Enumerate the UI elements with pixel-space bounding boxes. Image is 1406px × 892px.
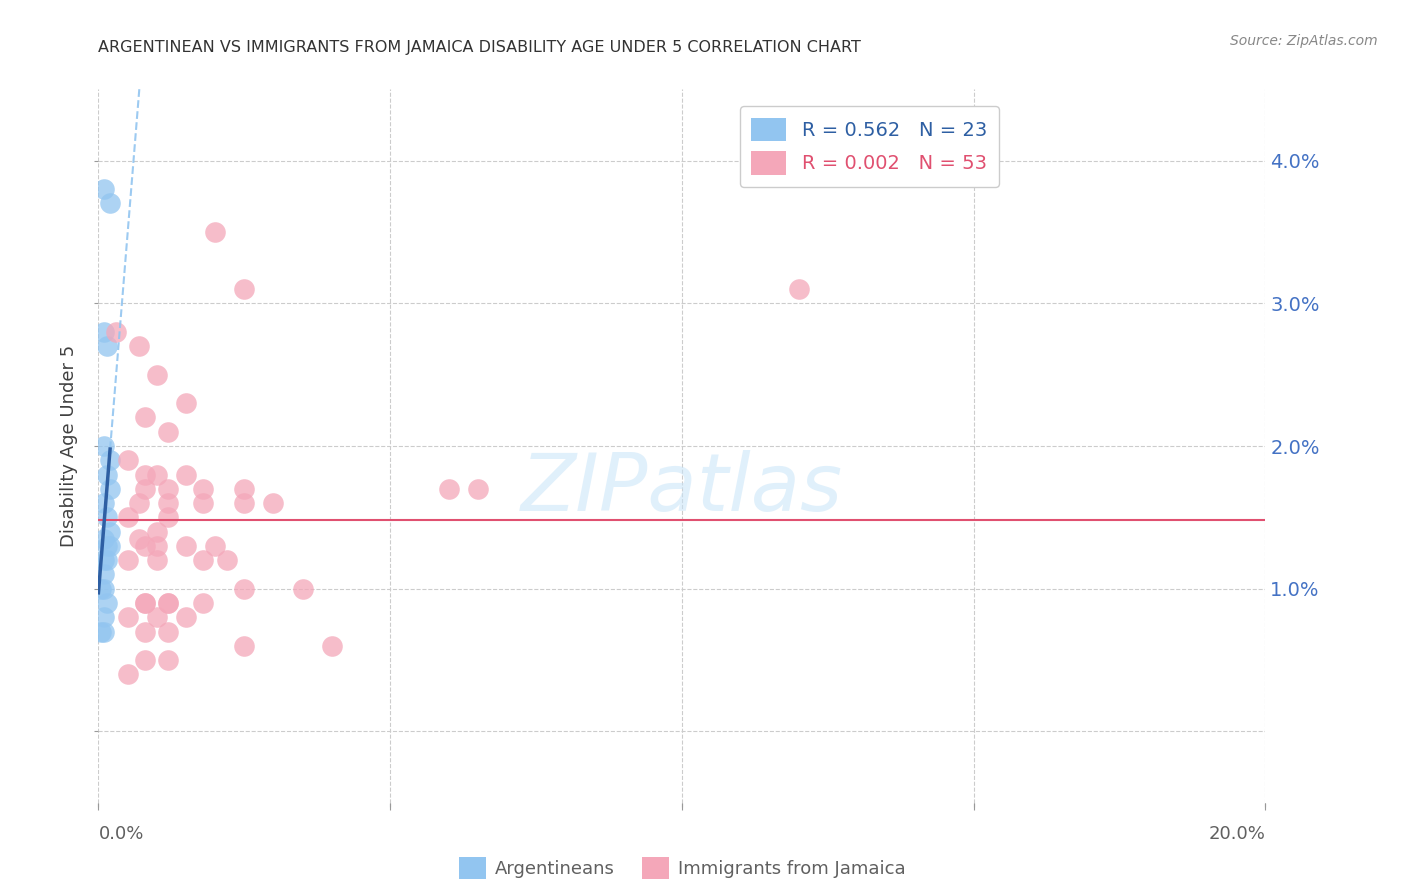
Point xyxy=(93,496,115,510)
Point xyxy=(104,325,127,339)
Point xyxy=(157,653,180,667)
Point xyxy=(117,510,139,524)
Text: 0.0%: 0.0% xyxy=(98,825,143,843)
Point xyxy=(233,496,256,510)
Point xyxy=(146,524,169,539)
Point xyxy=(134,482,156,496)
Point xyxy=(134,539,156,553)
Point xyxy=(128,339,150,353)
Point xyxy=(233,482,256,496)
Point xyxy=(96,510,118,524)
Point xyxy=(93,182,115,196)
Point xyxy=(174,539,197,553)
Point xyxy=(215,553,238,567)
Point xyxy=(233,639,256,653)
Text: Source: ZipAtlas.com: Source: ZipAtlas.com xyxy=(1230,34,1378,48)
Point xyxy=(193,596,215,610)
Point xyxy=(93,582,115,596)
Point xyxy=(291,582,314,596)
Point xyxy=(96,467,118,482)
Point xyxy=(93,624,115,639)
Point xyxy=(117,553,139,567)
Text: ARGENTINEAN VS IMMIGRANTS FROM JAMAICA DISABILITY AGE UNDER 5 CORRELATION CHART: ARGENTINEAN VS IMMIGRANTS FROM JAMAICA D… xyxy=(98,40,862,55)
Point xyxy=(128,496,150,510)
Point xyxy=(146,610,169,624)
Point xyxy=(146,467,169,482)
Point xyxy=(117,453,139,467)
Point xyxy=(117,610,139,624)
Point xyxy=(321,639,343,653)
Point xyxy=(134,596,156,610)
Point xyxy=(98,482,121,496)
Point xyxy=(134,653,156,667)
Point xyxy=(157,482,180,496)
Point xyxy=(93,567,115,582)
Point xyxy=(93,439,115,453)
Point xyxy=(787,282,810,296)
Point xyxy=(98,524,121,539)
Point xyxy=(90,582,112,596)
Point xyxy=(93,532,115,546)
Point xyxy=(93,325,115,339)
Point xyxy=(134,467,156,482)
Point xyxy=(146,553,169,567)
Point xyxy=(93,553,115,567)
Point xyxy=(146,368,169,382)
Point xyxy=(157,496,180,510)
Point xyxy=(93,610,115,624)
Point xyxy=(467,482,489,496)
Point xyxy=(157,624,180,639)
Point xyxy=(90,624,112,639)
Text: ZIPatlas: ZIPatlas xyxy=(520,450,844,528)
Point xyxy=(262,496,284,510)
Point xyxy=(193,496,215,510)
Y-axis label: Disability Age Under 5: Disability Age Under 5 xyxy=(60,345,79,547)
Point xyxy=(96,596,118,610)
Point xyxy=(146,539,169,553)
Text: 20.0%: 20.0% xyxy=(1209,825,1265,843)
Point xyxy=(98,539,121,553)
Point xyxy=(174,396,197,410)
Point xyxy=(174,467,197,482)
Point xyxy=(98,196,121,211)
Point xyxy=(157,425,180,439)
Point xyxy=(128,532,150,546)
Point xyxy=(204,539,226,553)
Point xyxy=(117,667,139,681)
Point xyxy=(96,553,118,567)
Point xyxy=(437,482,460,496)
Point xyxy=(134,624,156,639)
Point xyxy=(233,582,256,596)
Point xyxy=(96,539,118,553)
Point xyxy=(157,596,180,610)
Point xyxy=(157,596,180,610)
Point xyxy=(157,510,180,524)
Point xyxy=(96,339,118,353)
Point xyxy=(134,410,156,425)
Point xyxy=(174,610,197,624)
Point xyxy=(134,596,156,610)
Point xyxy=(193,553,215,567)
Point xyxy=(233,282,256,296)
Point xyxy=(204,225,226,239)
Point xyxy=(193,482,215,496)
Legend: R = 0.562   N = 23, R = 0.002   N = 53: R = 0.562 N = 23, R = 0.002 N = 53 xyxy=(740,106,998,186)
Point xyxy=(98,453,121,467)
